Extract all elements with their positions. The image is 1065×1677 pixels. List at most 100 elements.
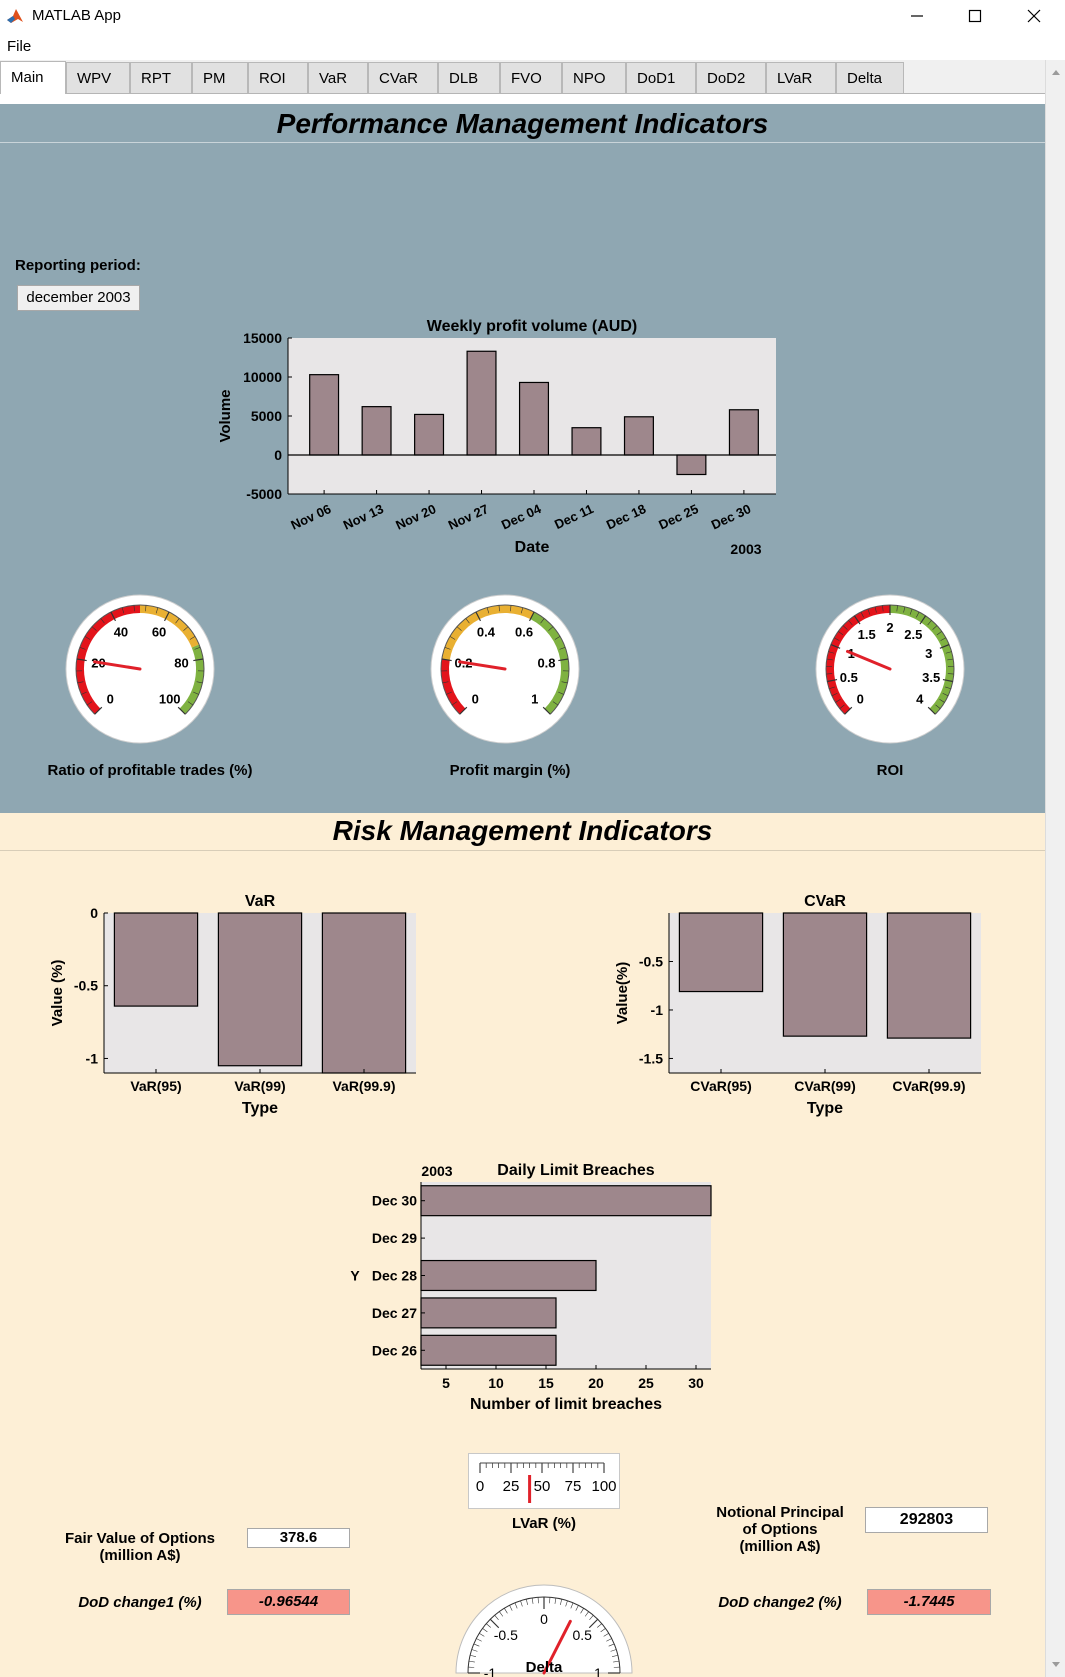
tab-wpv[interactable]: WPV xyxy=(66,62,130,93)
gauge-tick xyxy=(194,647,201,650)
gauge-tick xyxy=(831,693,838,697)
x-tick-label: CVaR(99) xyxy=(794,1078,855,1094)
tab-dod1[interactable]: DoD1 xyxy=(626,62,696,93)
gauge-tick xyxy=(916,611,920,618)
close-icon xyxy=(1027,9,1041,23)
gauge-tick xyxy=(175,618,180,624)
gauge-tick-label: 1.5 xyxy=(858,627,876,642)
gauge-tick-label: 2 xyxy=(886,620,893,635)
semicircle-tick xyxy=(509,1605,513,1611)
gauge-tick xyxy=(133,605,135,612)
scroll-down-icon[interactable] xyxy=(1046,1657,1065,1673)
dod-change2-field[interactable]: -1.7445 xyxy=(867,1589,991,1615)
performance-panel: Performance Management Indicators Report… xyxy=(0,104,1045,813)
bar xyxy=(466,350,497,456)
bar xyxy=(321,912,407,1074)
dod-change1-field[interactable]: -0.96544 xyxy=(227,1589,350,1615)
menu-file[interactable]: File xyxy=(7,38,32,55)
x-tick-label: Nov 06 xyxy=(288,501,333,533)
semicircle-tick xyxy=(470,1654,477,1657)
semicircle-tick xyxy=(597,1623,602,1628)
gauge-tick xyxy=(903,606,906,613)
gauge-tick xyxy=(927,620,932,626)
tab-roi[interactable]: ROI xyxy=(248,62,308,93)
gauge-tick xyxy=(449,636,456,640)
semicircle-needle xyxy=(542,1619,572,1675)
semicircle-tick-label: 0.5 xyxy=(572,1627,592,1643)
tab-lvar[interactable]: LVaR xyxy=(766,62,836,93)
tab-pm[interactable]: PM xyxy=(192,62,248,93)
semicircle-tick-label: -1 xyxy=(484,1665,497,1677)
minimize-button[interactable] xyxy=(888,0,946,32)
tab-npo[interactable]: NPO xyxy=(562,62,626,93)
gauge-tick xyxy=(942,678,953,683)
gauge-rim xyxy=(430,594,580,744)
x-tick-label: 15 xyxy=(538,1375,554,1391)
bar xyxy=(420,1334,557,1366)
semicircle-tick xyxy=(482,1628,488,1633)
gauge-tick xyxy=(459,706,468,715)
tab-main[interactable]: Main xyxy=(0,61,66,94)
gauge-tick xyxy=(844,706,853,715)
tab-var[interactable]: VaR xyxy=(308,62,368,93)
gauge-tick xyxy=(441,658,452,662)
y-tick-label: 5000 xyxy=(251,408,282,424)
gauge-tick xyxy=(940,637,946,641)
tab-dod2[interactable]: DoD2 xyxy=(696,62,766,93)
gauge-tick xyxy=(848,620,853,626)
delta-label: Delta xyxy=(525,1659,563,1676)
gauge-tick-label: 0.5 xyxy=(840,670,858,685)
gauge-tick-label: 0.6 xyxy=(515,625,533,640)
gauge-tick xyxy=(79,647,86,650)
gauge-tick xyxy=(520,607,524,614)
reporting-period-field[interactable]: december 2003 xyxy=(17,285,140,311)
semicircle-tick xyxy=(611,1654,618,1657)
semicircle-tick xyxy=(570,1602,574,1609)
gauge-tick xyxy=(163,611,170,622)
close-button[interactable] xyxy=(1005,0,1063,32)
gauge-tick xyxy=(939,699,945,703)
gauge-tick xyxy=(919,615,927,625)
semicircle-tick xyxy=(560,1599,563,1606)
y-tick-label: -5000 xyxy=(246,486,282,502)
semicircle-tick xyxy=(613,1660,620,1663)
risk-panel: Risk Management Indicators VaR VaR(95) VaR… xyxy=(0,813,1045,1677)
gauge-tick-label: 80 xyxy=(174,655,188,670)
semicircle-tick xyxy=(603,1633,609,1637)
vertical-scrollbar[interactable] xyxy=(1045,60,1065,1677)
tab-dlb[interactable]: DLB xyxy=(438,62,500,93)
gauge-tick xyxy=(76,658,87,662)
ratio-gauge-label: Ratio of profitable trades (%) xyxy=(47,762,253,779)
maximize-button[interactable] xyxy=(946,0,1004,32)
cvar-chart: CVaR CVaR(95) CVaR(99) CVaR(99.9) -1.5 -1 -0.5… xyxy=(614,893,981,1117)
gauge-tick xyxy=(838,631,844,636)
gauge-tick xyxy=(561,681,568,684)
semicircle-tick xyxy=(514,1602,518,1609)
y-tick-label: -1.5 xyxy=(639,1050,663,1066)
bar xyxy=(676,454,707,476)
bar xyxy=(309,374,340,456)
gauge-tick xyxy=(486,607,490,614)
gauge-tick xyxy=(81,691,87,695)
tab-rpt[interactable]: RPT xyxy=(130,62,192,93)
gauge-tick xyxy=(540,618,545,624)
semicircle-tick xyxy=(606,1638,612,1642)
risk-title: Risk Management Indicators xyxy=(332,815,713,846)
gauge-tick xyxy=(947,658,954,661)
semicircle-tick xyxy=(580,1608,584,1614)
tab-cvar[interactable]: CVaR xyxy=(368,62,438,93)
gauge-tick xyxy=(183,626,189,631)
bar xyxy=(728,409,759,456)
fair-value-field[interactable]: 378.6 xyxy=(247,1528,350,1548)
notional-label-line1: Notional Principal xyxy=(716,1504,844,1521)
scroll-up-icon[interactable] xyxy=(1046,64,1065,80)
gauge-arc xyxy=(440,604,570,715)
tab-fvo[interactable]: FVO xyxy=(500,62,562,93)
notional-principal-field[interactable]: 292803 xyxy=(865,1507,988,1533)
gauge-tick xyxy=(552,701,559,706)
x-tick-label: VaR(99.9) xyxy=(332,1078,395,1094)
tab-delta[interactable]: Delta xyxy=(836,62,904,93)
notional-label-line2: of Options xyxy=(742,1521,818,1538)
fair-value-label-line1: Fair Value of Options xyxy=(64,1530,216,1547)
gauge-tick xyxy=(554,636,561,640)
